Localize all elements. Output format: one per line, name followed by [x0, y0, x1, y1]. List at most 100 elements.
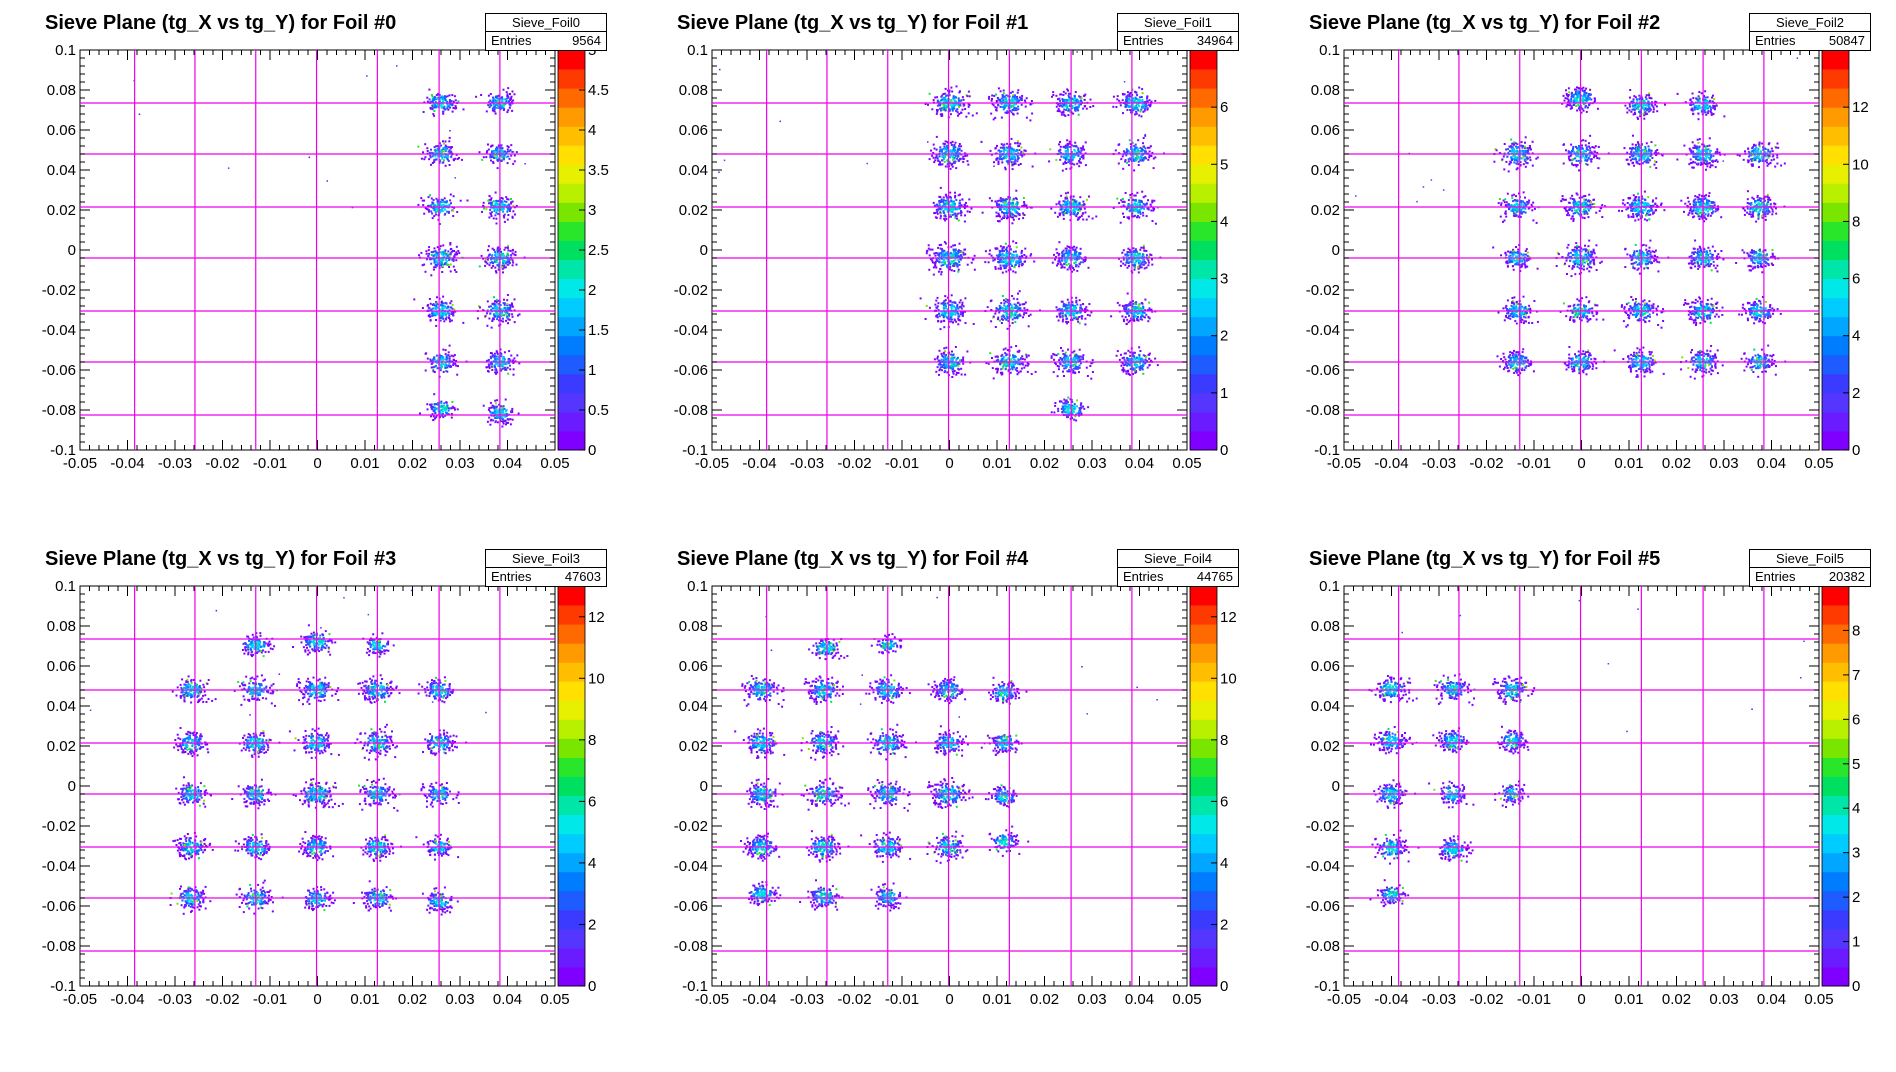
bin — [948, 268, 951, 271]
bin — [507, 87, 510, 90]
bin — [949, 162, 952, 165]
bin — [494, 305, 497, 307]
bin — [951, 156, 954, 158]
bin — [440, 400, 443, 403]
bin — [1135, 157, 1137, 159]
bin — [1055, 159, 1058, 161]
bin — [940, 252, 943, 254]
bin — [943, 100, 946, 103]
bin — [1013, 163, 1016, 166]
bin — [1074, 261, 1077, 264]
bin — [938, 315, 941, 318]
bin — [940, 264, 943, 267]
bin — [504, 246, 507, 249]
bin — [1137, 100, 1140, 103]
bin — [1065, 250, 1068, 252]
bin — [943, 326, 946, 329]
bin — [1137, 267, 1140, 270]
bin — [1003, 146, 1006, 149]
bin — [968, 104, 971, 107]
bin — [443, 252, 446, 255]
bin — [507, 322, 509, 325]
bin — [1003, 254, 1005, 257]
bin — [988, 253, 991, 256]
bin — [967, 105, 970, 108]
bin — [431, 101, 434, 103]
bin — [994, 106, 997, 109]
bin — [1128, 261, 1131, 263]
bin — [430, 403, 433, 406]
bin — [1020, 99, 1023, 102]
bin — [1138, 114, 1141, 117]
bin — [942, 303, 945, 306]
bin — [485, 207, 488, 210]
bin — [1011, 313, 1013, 316]
bin — [950, 308, 953, 311]
bin — [1141, 88, 1144, 91]
bin — [441, 414, 444, 417]
bin — [1067, 89, 1069, 92]
bin — [951, 90, 954, 93]
bin — [1071, 158, 1074, 161]
bin — [1128, 209, 1131, 212]
bin — [954, 264, 957, 267]
bin — [439, 204, 442, 207]
bin — [443, 402, 446, 405]
bin — [957, 319, 960, 321]
bin — [1130, 145, 1133, 148]
bin — [1060, 194, 1063, 197]
bin — [429, 319, 432, 322]
bin — [488, 317, 491, 320]
bin — [957, 259, 960, 261]
bin — [490, 266, 493, 269]
bin — [1127, 206, 1130, 209]
bin — [511, 90, 514, 93]
bin — [1016, 142, 1019, 145]
bin — [938, 201, 941, 204]
bin — [433, 406, 436, 409]
bin — [496, 311, 499, 313]
bin — [455, 245, 458, 248]
bin — [444, 154, 447, 157]
bin — [492, 160, 495, 163]
bin — [938, 150, 941, 153]
bin — [442, 147, 445, 150]
bin — [513, 321, 516, 324]
bin — [1006, 298, 1009, 301]
bin — [1048, 160, 1051, 163]
bin — [450, 407, 453, 410]
bin — [1138, 264, 1141, 267]
bin — [505, 409, 508, 412]
bin — [497, 355, 500, 358]
bin — [490, 357, 493, 360]
bin — [430, 406, 433, 409]
bin — [443, 95, 446, 98]
bin — [444, 200, 447, 203]
bin — [432, 358, 435, 361]
bin — [1137, 261, 1140, 264]
bin — [1141, 190, 1144, 193]
bin — [1129, 253, 1132, 256]
bin — [1065, 109, 1068, 111]
bin — [500, 369, 503, 372]
bin — [450, 354, 453, 357]
bin — [1132, 260, 1135, 263]
color-bar-band — [558, 50, 585, 70]
bin — [1064, 201, 1067, 204]
bin — [446, 307, 449, 310]
bin — [1127, 204, 1130, 207]
bin — [999, 158, 1001, 161]
bin — [511, 200, 514, 203]
bin — [1000, 260, 1003, 263]
bin — [491, 302, 494, 305]
bin — [441, 306, 444, 309]
bin — [493, 104, 496, 107]
bin — [1013, 103, 1016, 106]
bin — [493, 356, 496, 359]
bin — [1064, 206, 1067, 209]
bin — [970, 207, 973, 210]
bin — [954, 146, 957, 149]
bin — [490, 365, 493, 368]
bin — [939, 328, 942, 331]
bin — [490, 104, 493, 107]
